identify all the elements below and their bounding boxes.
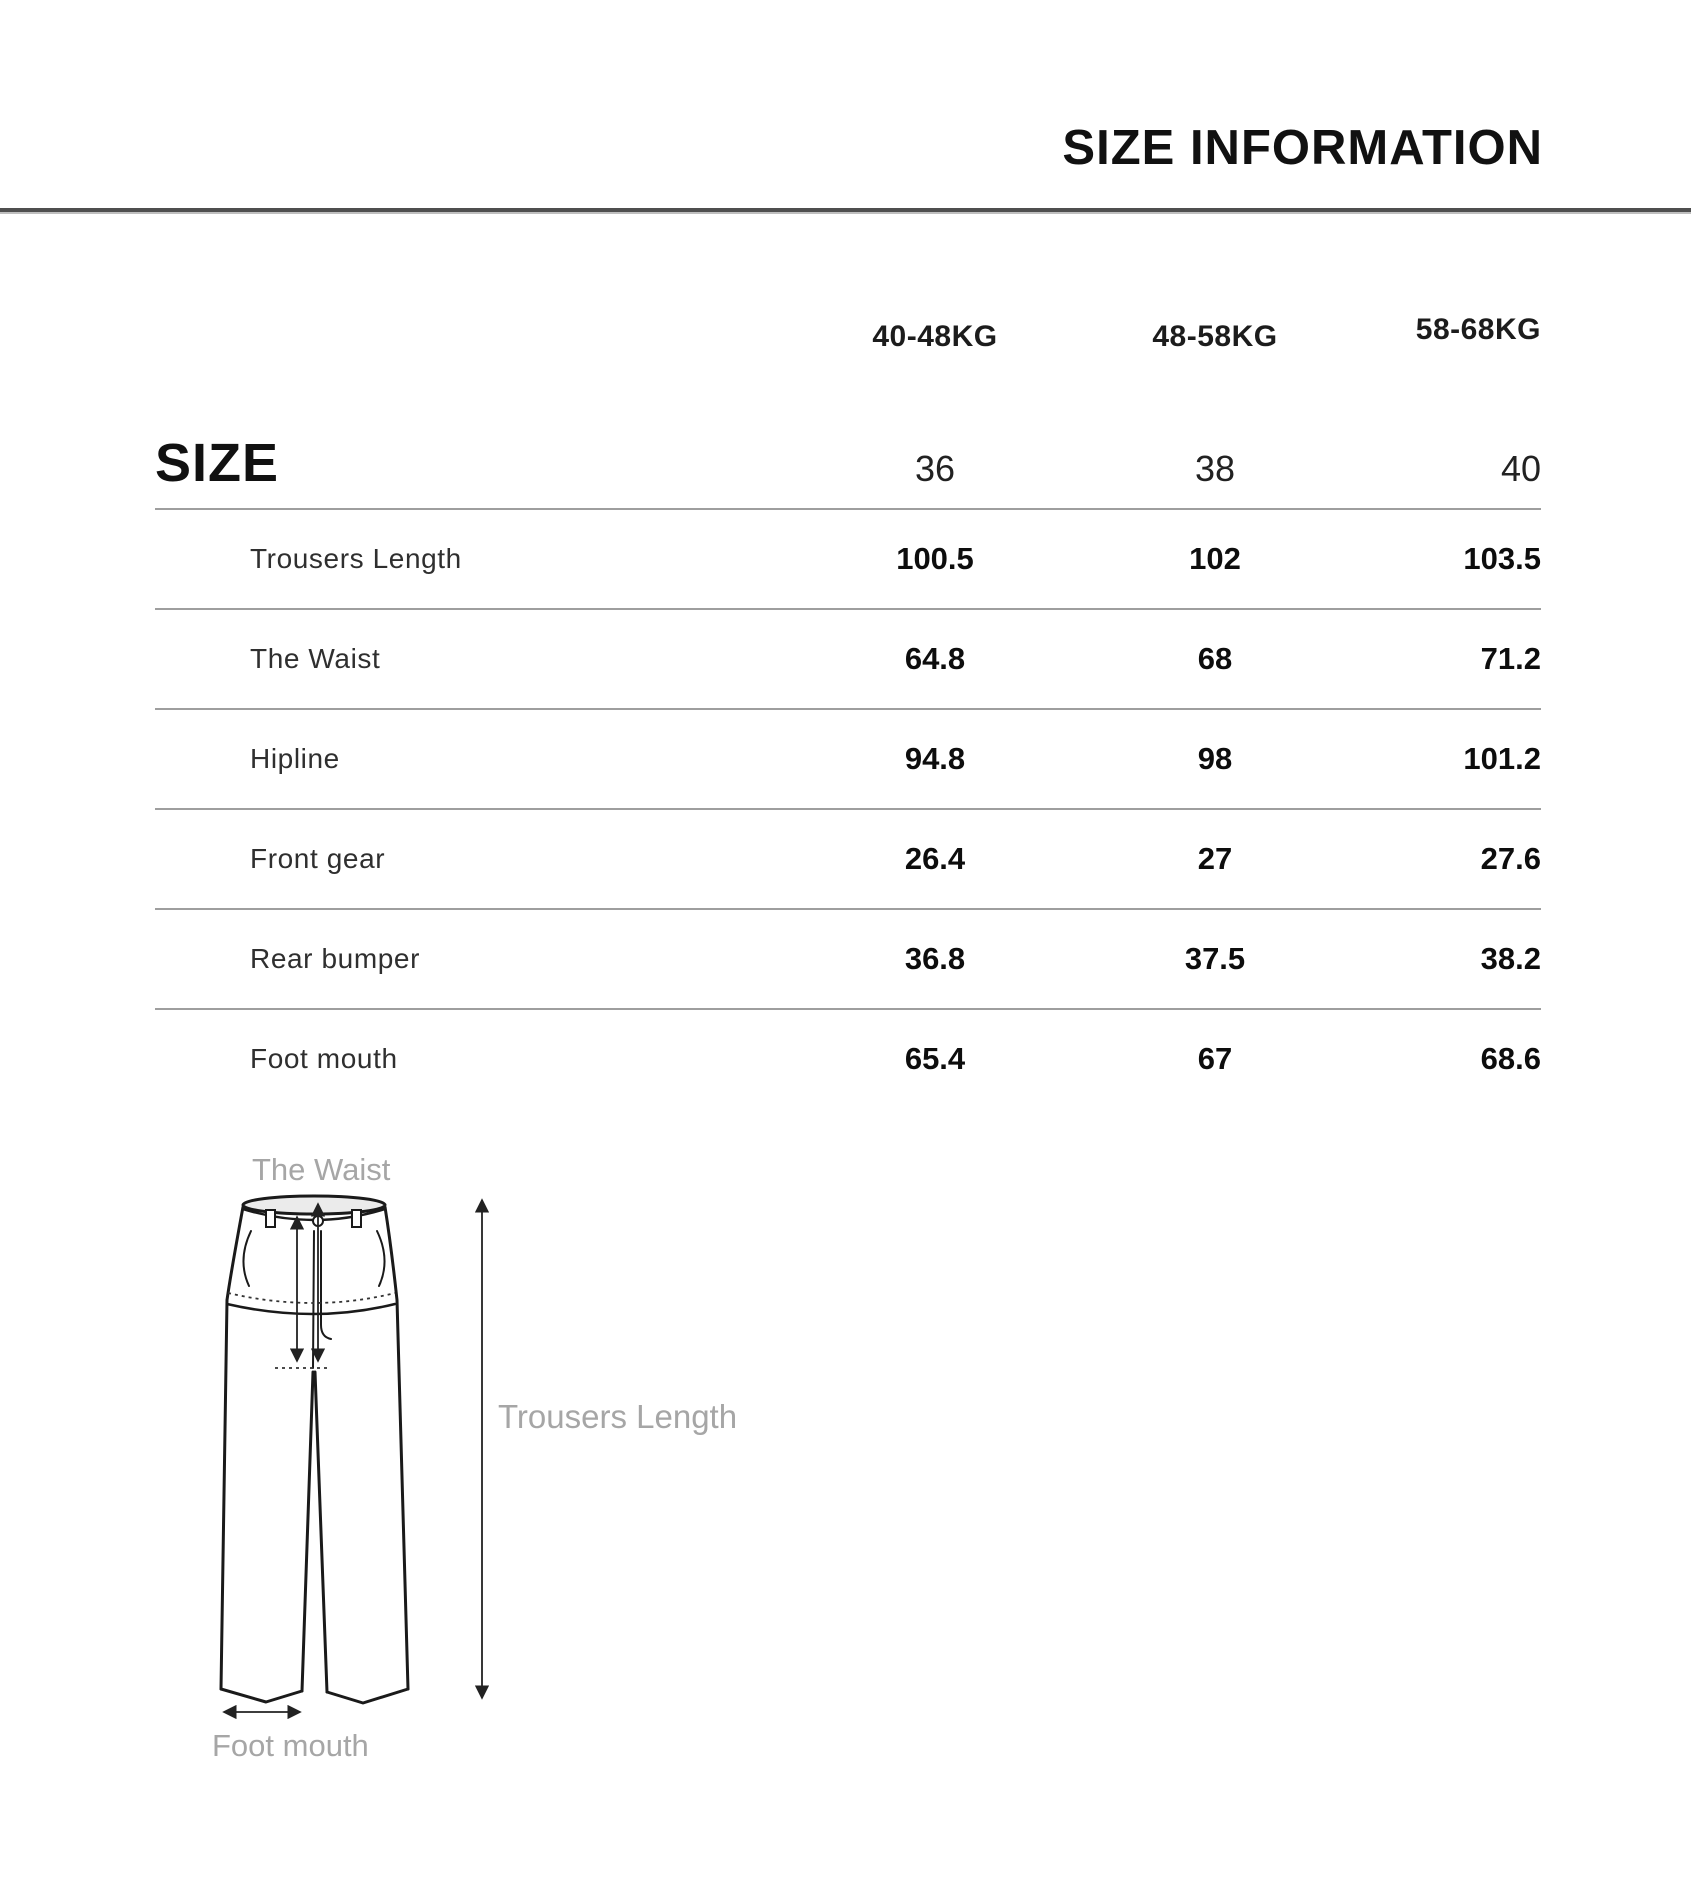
pocket-right	[376, 1230, 386, 1287]
table-row-the-waist: The Waist 64.8 68 71.2	[155, 608, 1541, 708]
row-label: Trousers Length	[250, 543, 462, 574]
page-title: SIZE INFORMATION	[1062, 121, 1543, 175]
trousers-details	[242, 1209, 386, 1369]
row-label: The Waist	[250, 643, 381, 674]
table-row-front-gear: Front gear 26.4 27 27.6	[155, 808, 1541, 908]
size-value-36: 36	[914, 448, 956, 489]
row-value: 64.8	[904, 641, 966, 676]
belt-loop-right	[351, 1209, 362, 1228]
belt-loop-left	[265, 1209, 276, 1228]
row-value: 103.5	[1463, 541, 1541, 576]
right-side-seam	[383, 1205, 410, 1691]
table-row-hipline: Hipline 94.8 98 101.2	[155, 708, 1541, 808]
weight-header-1: 40-48KG	[872, 320, 998, 353]
header-divider-rule	[0, 208, 1691, 214]
row-label: Rear bumper	[250, 943, 421, 974]
row-value: 37.5	[1184, 941, 1246, 976]
measurement-guides	[227, 1292, 396, 1369]
fly-stitch	[320, 1230, 332, 1340]
weight-header-row: 40-48KG 48-58KG 58-68KG	[155, 208, 1541, 360]
row-value: 26.4	[904, 841, 966, 876]
size-table: 40-48KG 48-58KG 58-68KG SIZE 36 38 40 Tr…	[155, 208, 1541, 1108]
row-value: 68	[1197, 641, 1233, 676]
fly-center-seam	[312, 1230, 315, 1369]
row-label: Hipline	[250, 743, 340, 774]
row-value: 102	[1189, 541, 1241, 576]
row-value: 68.6	[1480, 1041, 1541, 1076]
left-hem	[219, 1687, 304, 1704]
row-value: 67	[1197, 1041, 1233, 1076]
row-value: 101.2	[1463, 741, 1541, 776]
diagram-label-trousers-length: Trousers Length	[498, 1398, 738, 1435]
size-header-row: SIZE 36 38 40	[155, 360, 1541, 508]
left-inner-seam	[300, 1370, 315, 1693]
left-side-seam	[219, 1205, 245, 1691]
row-label: Front gear	[250, 843, 386, 874]
row-value: 27.6	[1480, 841, 1541, 876]
weight-header-spacer	[155, 324, 795, 360]
hip-curve	[225, 1302, 397, 1316]
table-row-rear-bumper: Rear bumper 36.8 37.5 38.2	[155, 908, 1541, 1008]
weight-header-3: 58-68KG	[1415, 313, 1541, 346]
size-heading: SIZE	[155, 433, 280, 493]
row-value: 94.8	[904, 741, 966, 776]
row-value: 36.8	[904, 941, 966, 976]
size-value-40: 40	[1500, 448, 1541, 489]
right-hem	[325, 1687, 410, 1705]
diagram-label-foot-mouth: Foot mouth	[212, 1728, 369, 1763]
row-value: 38.2	[1480, 941, 1541, 976]
hipline-dotted	[227, 1292, 396, 1304]
trousers-measurement-diagram	[219, 1194, 490, 1720]
pocket-left	[242, 1230, 252, 1287]
row-value: 27	[1197, 841, 1233, 876]
measurement-arrows	[222, 1198, 490, 1720]
waist-opening	[241, 1194, 387, 1216]
weight-header-2: 48-58KG	[1152, 320, 1278, 353]
row-value: 71.2	[1480, 641, 1541, 676]
table-row-trousers-length: Trousers Length 100.5 102 103.5	[155, 508, 1541, 608]
row-label: Foot mouth	[250, 1043, 398, 1074]
size-value-38: 38	[1194, 448, 1236, 489]
row-value: 65.4	[904, 1041, 966, 1076]
diagram-label-waist: The Waist	[252, 1152, 391, 1187]
row-value: 98	[1197, 741, 1233, 776]
table-row-foot-mouth: Foot mouth 65.4 67 68.6	[155, 1008, 1541, 1108]
row-value: 100.5	[896, 541, 974, 576]
right-inner-seam	[313, 1370, 329, 1694]
